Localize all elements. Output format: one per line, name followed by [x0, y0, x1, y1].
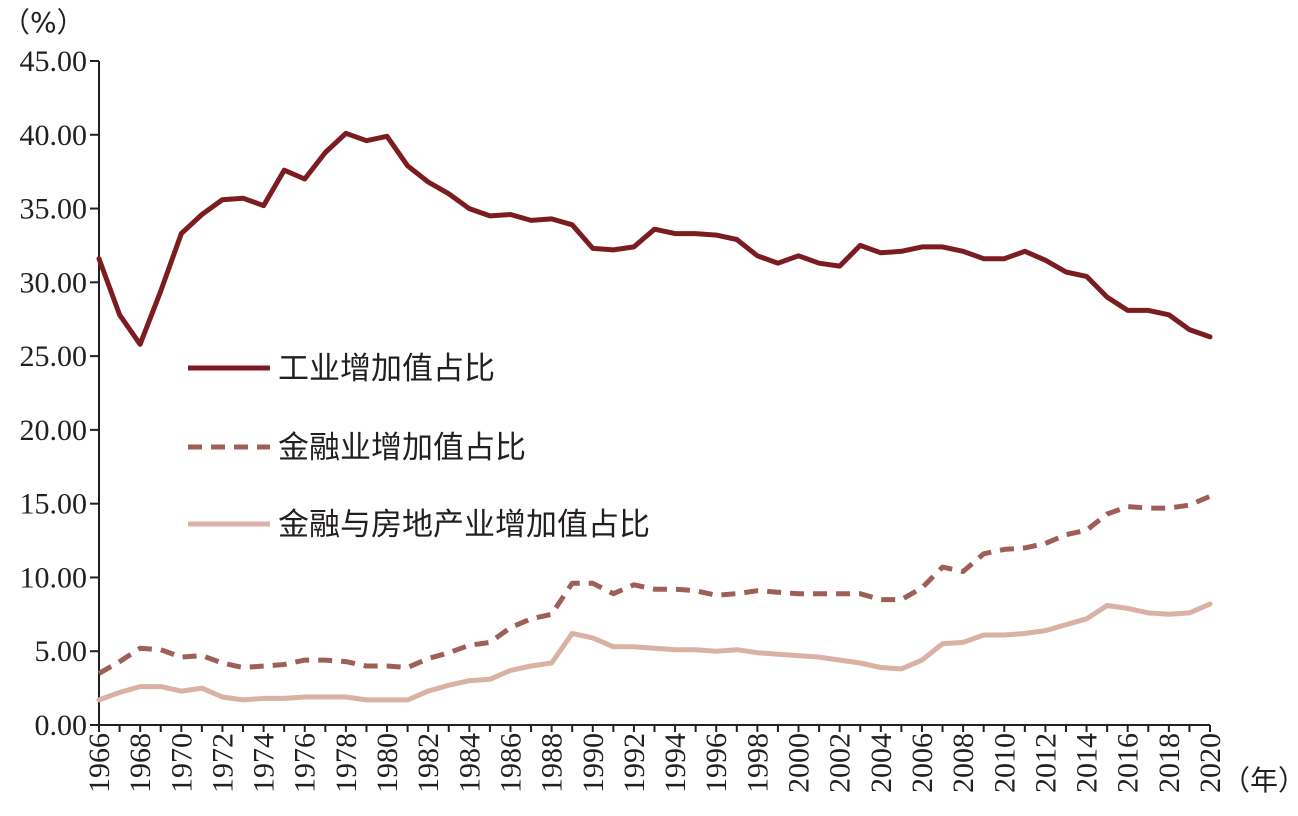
x-tick-label: 1976 [289, 733, 322, 793]
y-tick-label: 20.00 [20, 414, 88, 447]
x-tick-label: 1984 [453, 733, 486, 793]
x-tick-label: 2008 [947, 733, 980, 793]
x-unit-label: （年） [1222, 764, 1298, 797]
y-tick-label: 30.00 [20, 266, 88, 299]
x-tick-label: 2010 [988, 733, 1021, 793]
x-tick-label: 2002 [824, 733, 857, 793]
legend-label-3: 金融与房地产业增加值占比 [278, 507, 650, 543]
y-tick-label: 0.00 [35, 709, 88, 742]
y-tick-label: 40.00 [20, 119, 88, 152]
x-tick-label: 2012 [1029, 733, 1062, 793]
series-line-1 [96, 130, 1213, 347]
x-tick-label: 1992 [618, 733, 651, 793]
legend-label-1: 工业增加值占比 [278, 351, 495, 387]
x-tick-label: 1994 [659, 733, 692, 793]
x-tick-label: 2020 [1194, 733, 1227, 793]
x-tick-label: 2000 [783, 733, 816, 793]
x-tick-label: 2018 [1153, 733, 1186, 793]
x-tick-label: 2016 [1112, 733, 1145, 793]
x-tick-label: 1972 [206, 733, 239, 793]
series-line-3 [96, 601, 1213, 703]
y-tick-label: 25.00 [20, 340, 88, 373]
x-tick-label: 1968 [124, 733, 157, 793]
x-tick-label: 1986 [494, 733, 527, 793]
y-tick-label: 5.00 [35, 635, 88, 668]
x-tick-label: 1988 [536, 733, 569, 793]
series-layer [96, 130, 1213, 703]
x-tick-label: 1978 [330, 733, 363, 793]
y-unit-label: （%） [2, 6, 85, 39]
x-tick-label: 2006 [906, 733, 939, 793]
y-tick-label: 15.00 [20, 488, 88, 521]
axes: 0.00 5.00 10.00 15.00 20.00 25.00 30.00 35.00 40… [20, 45, 1228, 793]
x-tick-label: 1974 [248, 733, 281, 793]
x-tick-label: 2014 [1071, 733, 1104, 793]
y-tick-label: 10.00 [20, 561, 88, 594]
x-tick-label: 1998 [741, 733, 774, 793]
x-tick-label: 1990 [577, 733, 610, 793]
x-tick-label: 1996 [700, 733, 733, 793]
x-tick-label: 1970 [165, 733, 198, 793]
series-line-2 [97, 494, 1211, 676]
x-tick-label: 2004 [865, 733, 898, 793]
x-tick-label: 1966 [83, 733, 116, 793]
y-tick-label: 35.00 [20, 193, 88, 226]
x-tick-label: 1982 [412, 733, 445, 793]
y-tick-label: 45.00 [20, 45, 88, 78]
legend-label-2: 金融业增加值占比 [278, 430, 526, 466]
x-tick-label: 1980 [371, 733, 404, 793]
